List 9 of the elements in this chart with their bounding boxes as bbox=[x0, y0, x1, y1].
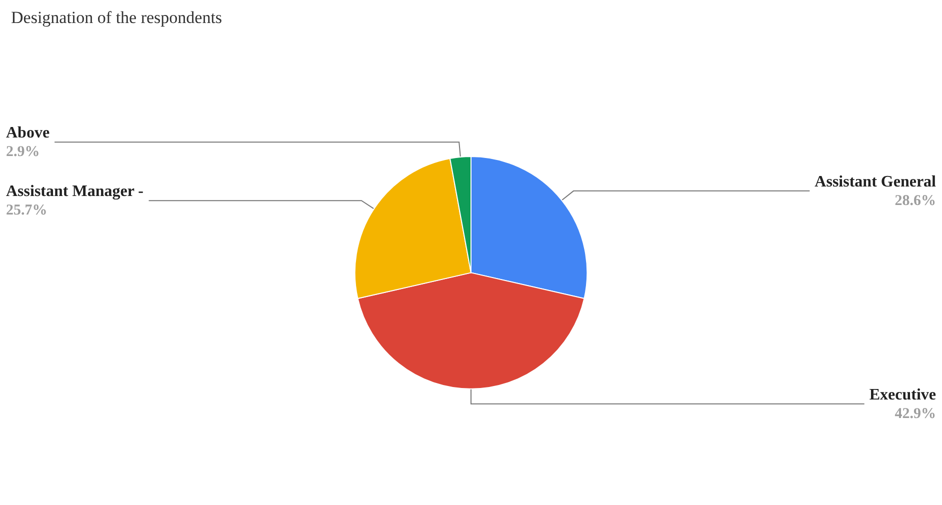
slice-label: Executive bbox=[869, 386, 936, 404]
slice-label: Assistant Manager - bbox=[6, 183, 144, 200]
data-label: 2.9% bbox=[6, 144, 40, 160]
chart-title: Designation of the respondents bbox=[11, 8, 222, 27]
data-label: 28.6% bbox=[894, 192, 936, 209]
slice-label: Assistant General bbox=[814, 173, 937, 190]
slice-label: Above bbox=[6, 124, 50, 142]
data-label: 42.9% bbox=[894, 406, 936, 422]
data-label: 25.7% bbox=[6, 202, 48, 219]
